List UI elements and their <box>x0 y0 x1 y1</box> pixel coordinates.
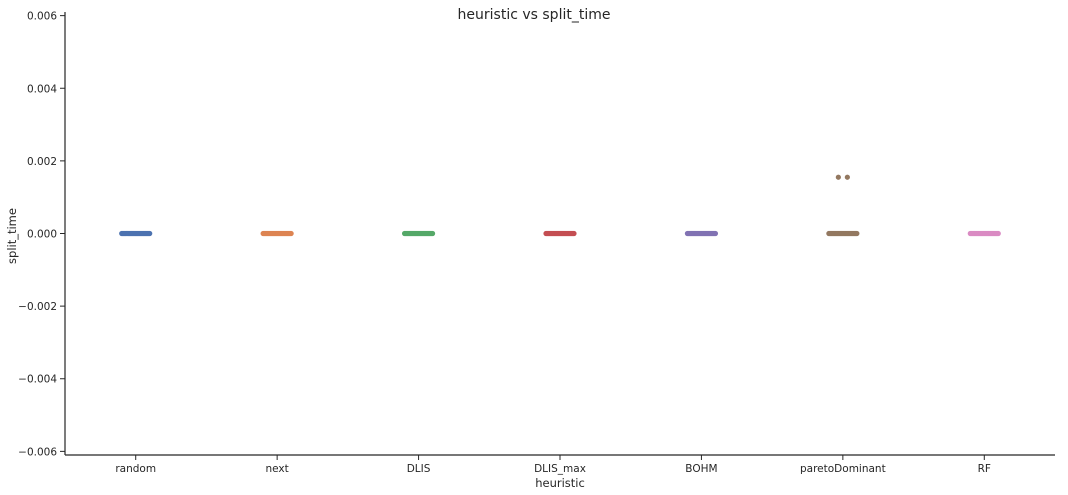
y-tick-label: 0.000 <box>27 229 57 241</box>
series-DLIS <box>401 230 436 237</box>
data-point <box>995 230 1001 237</box>
y-tick-label: −0.006 <box>18 446 57 458</box>
series-RF <box>967 230 1001 237</box>
x-tick-label: RF <box>978 463 991 475</box>
y-axis: −0.006 −0.004 −0.002 0.000 0.002 0.004 0.006 <box>18 11 66 458</box>
x-tick-label: DLIS_max <box>534 463 586 475</box>
series-BOHM <box>684 230 719 237</box>
series-random <box>119 230 153 237</box>
y-axis-label: split_time <box>5 208 19 264</box>
data-points <box>119 174 1001 237</box>
data-point <box>854 230 860 237</box>
y-tick-label: 0.006 <box>27 11 57 23</box>
data-point <box>147 230 153 237</box>
y-tick-label: 0.004 <box>27 83 57 95</box>
chart-title: heuristic vs split_time <box>458 7 611 23</box>
data-point <box>571 230 577 237</box>
x-tick-label: DLIS <box>407 463 431 475</box>
outlier-point <box>844 174 850 180</box>
data-point <box>712 230 719 237</box>
x-tick-label: next <box>266 463 289 475</box>
series-DLIS_max <box>543 230 577 237</box>
x-tick-label: paretoDominant <box>800 463 886 475</box>
y-tick-label: −0.004 <box>18 374 57 386</box>
x-axis: random next DLIS DLIS_max BOHM paretoDominant… <box>65 454 1055 475</box>
data-point <box>288 230 294 237</box>
series-paretoDominant <box>826 174 860 237</box>
outlier-point <box>835 174 841 180</box>
x-axis-label: heuristic <box>535 476 585 490</box>
y-tick-label: −0.002 <box>18 301 57 313</box>
y-tick-label: 0.002 <box>27 156 57 168</box>
data-point <box>429 230 436 237</box>
x-tick-label: random <box>115 463 156 475</box>
x-tick-label: BOHM <box>685 463 717 475</box>
series-next <box>260 230 294 237</box>
